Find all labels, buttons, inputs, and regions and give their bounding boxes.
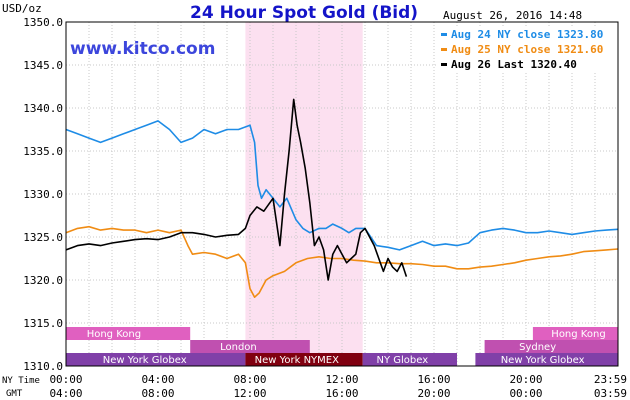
y-tick-label: 1335.0	[23, 145, 63, 158]
gmt-tick-label: 00:00	[509, 387, 542, 400]
series-line-1	[65, 120, 618, 251]
session-bar	[484, 340, 618, 353]
brand-watermark: www.kitco.com	[70, 39, 215, 59]
session-bar	[532, 327, 618, 340]
series-line-3	[65, 98, 408, 281]
plot-frame	[65, 21, 619, 367]
session-bar	[362, 353, 457, 366]
axis-layer: 1310.0 1315.0 1320.0 1325.0 1330.0 1335.0 1340…	[23, 16, 627, 400]
legend-swatch	[441, 33, 447, 36]
session-label: Hong Kong	[551, 329, 605, 340]
gmt-tick-label: 12:00	[233, 387, 266, 400]
session-label: New York Globex	[103, 355, 187, 366]
session-bar	[190, 340, 310, 353]
session-bar	[245, 353, 363, 366]
y-tick-label: 1315.0	[23, 317, 63, 330]
y-tick-label: 1345.0	[23, 59, 63, 72]
ny-time-tick-label: 20:00	[509, 373, 542, 386]
legend-swatch	[441, 63, 447, 66]
y-tick-label: 1340.0	[23, 102, 63, 115]
legend-entry: Aug 26 Last 1320.40	[451, 58, 577, 71]
session-bar	[66, 353, 246, 366]
legend-swatch	[441, 48, 447, 51]
y-unit-label: USD/oz	[2, 2, 42, 15]
y-tick-label: 1330.0	[23, 188, 63, 201]
series-layer	[65, 98, 618, 299]
timestamp: August 26, 2016 14:48	[443, 9, 582, 22]
legend-entry: Aug 25 NY close 1321.60	[451, 43, 603, 56]
gmt-tick-label: 08:00	[141, 387, 174, 400]
session-label: Sydney	[519, 342, 556, 353]
gmt-tick-label: 03:59	[594, 387, 627, 400]
session-label: New York Globex	[501, 355, 585, 366]
ny-time-tick-label: 23:59	[594, 373, 627, 386]
legend-entry: Aug 24 NY close 1323.80	[451, 28, 603, 41]
trading-session-bars: Hong Kong London New York Globex New York N…	[66, 327, 618, 366]
y-tick-label: 1310.0	[23, 360, 63, 373]
ny-time-tick-label: 16:00	[417, 373, 450, 386]
chart-title: 24 Hour Spot Gold (Bid)	[190, 3, 418, 23]
ny-time-axis-label: NY Time	[2, 376, 40, 386]
grid-layer	[66, 22, 618, 366]
gmt-tick-label: 20:00	[417, 387, 450, 400]
session-label: NY Globex	[377, 355, 429, 366]
gmt-axis-label: GMT	[6, 389, 23, 399]
session-label: New York NYMEX	[255, 355, 340, 366]
ny-time-tick-label: 08:00	[233, 373, 266, 386]
series-line-2	[65, 225, 618, 299]
session-label: London	[220, 342, 257, 353]
ny-time-tick-label: 00:00	[49, 373, 82, 386]
session-bar	[475, 353, 618, 366]
legend-background	[437, 27, 617, 71]
y-tick-label: 1325.0	[23, 231, 63, 244]
ny-time-tick-label: 04:00	[141, 373, 174, 386]
session-label: Hong Kong	[87, 329, 141, 340]
session-bar	[66, 327, 191, 340]
legend: Aug 24 NY close 1323.80 Aug 25 NY close 1…	[437, 27, 617, 71]
y-tick-label: 1320.0	[23, 274, 63, 287]
gmt-tick-label: 16:00	[325, 387, 358, 400]
y-tick-label: 1350.0	[23, 16, 63, 29]
ny-time-tick-label: 12:00	[325, 373, 358, 386]
gmt-tick-label: 04:00	[49, 387, 82, 400]
